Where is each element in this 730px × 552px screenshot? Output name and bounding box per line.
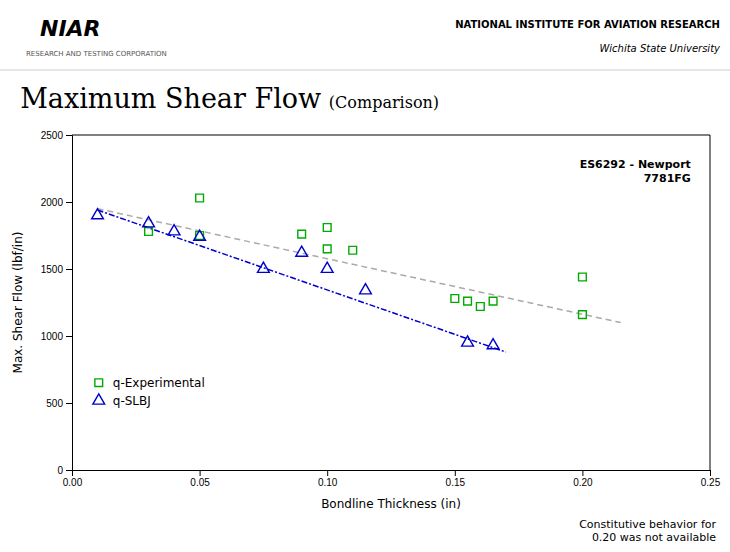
annotation-line: RESEARCH AND TESTING CORPORATION: [26, 50, 167, 58]
x-axis-title: Bondline Thickness (in): [321, 497, 461, 511]
point: [451, 295, 459, 303]
annotation-line: Constitutive behavior for: [579, 518, 716, 531]
tick-mark: [66, 403, 72, 404]
annotation: ES6292 - Newport7781FG: [580, 158, 691, 184]
point: [323, 224, 331, 232]
legend-item: q-Experimental: [95, 376, 205, 390]
legend-symbol: [93, 394, 105, 404]
tick-mark: [200, 470, 201, 476]
tick-label: 0.15: [446, 477, 466, 488]
tick-mark: [327, 470, 328, 476]
tick-mark: [66, 202, 72, 203]
tick: 0.20: [573, 470, 593, 488]
tick-mark: [455, 470, 456, 476]
tick-mark: [66, 470, 72, 471]
tick-label: 0: [57, 465, 63, 476]
point: [143, 217, 155, 227]
point: [168, 225, 180, 235]
tick-label: 1500: [41, 264, 64, 275]
subtitle: (Comparison): [329, 93, 439, 112]
tick: 2500: [41, 130, 72, 141]
tick: 0.25: [701, 470, 721, 488]
y-axis-title: Max. Shear Flow (lbf/in): [11, 232, 25, 374]
title: Maximum Shear Flow: [20, 83, 321, 114]
legend-item: q-SLBJ: [93, 394, 151, 408]
axis-line: [66, 136, 73, 471]
annotation: NIAR: [40, 16, 101, 41]
title-group: Maximum Shear Flow (Comparison): [20, 83, 439, 114]
legend: q-Experimental q-SLBJ: [93, 376, 205, 408]
point: [194, 230, 206, 240]
trend-line: [98, 209, 621, 323]
point: [298, 230, 306, 238]
frame-line: [710, 135, 711, 470]
point: [349, 246, 357, 254]
point: [323, 245, 331, 253]
tick-mark: [582, 470, 583, 476]
tick-label: 0.10: [318, 477, 338, 488]
tick: 1000: [41, 331, 72, 342]
tick-label: 0.05: [190, 477, 210, 488]
tick: 2000: [41, 197, 72, 208]
point: [321, 262, 333, 272]
tick-mark: [66, 336, 72, 337]
annotation-line: 7781FG: [644, 172, 691, 185]
trend-line: [98, 210, 506, 352]
tick: 0: [57, 465, 72, 476]
point: [145, 228, 153, 236]
legend-symbol: [95, 379, 103, 387]
annotation-line: ES6292 - Newport: [580, 158, 691, 171]
tick: 1500: [41, 264, 72, 275]
point: [258, 262, 270, 272]
legend-label: q-Experimental: [113, 376, 205, 390]
y-axis: 0 500 1000 1500 2000 2500: [41, 130, 73, 476]
header: NIAR RESEARCH AND TESTING CORPORATION NATI…: [0, 16, 730, 70]
axis-line: [73, 471, 711, 477]
annotation-line: NATIONAL INSTITUTE FOR AVIATION RESEARCH: [455, 19, 720, 30]
tick: 0.00: [63, 470, 83, 488]
point: [489, 297, 497, 305]
annotation-line: NIAR: [40, 16, 101, 41]
tick-label: 2000: [41, 197, 64, 208]
annotation: RESEARCH AND TESTING CORPORATION: [26, 50, 167, 58]
annotation-line: 0.20 was not available: [592, 531, 716, 544]
frame-line: [72, 135, 710, 136]
legend-label: q-SLBJ: [113, 394, 151, 408]
point: [487, 339, 499, 349]
annotation: Wichita State University: [599, 43, 721, 54]
annotation: Constitutive behavior for0.20 was not av…: [579, 518, 716, 544]
point: [196, 194, 204, 202]
point: [462, 336, 474, 346]
point: [296, 246, 308, 256]
annotation-line: Wichita State University: [599, 43, 721, 54]
annotation: NATIONAL INSTITUTE FOR AVIATION RESEARCH: [455, 19, 720, 30]
tick-label: 2500: [41, 130, 64, 141]
point: [92, 209, 104, 219]
tick: 0.10: [318, 470, 338, 488]
tick-mark: [710, 470, 711, 476]
tick-label: 0.20: [573, 477, 593, 488]
tick-mark: [66, 269, 72, 270]
tick: 500: [46, 398, 72, 409]
plot: 0.00 0.05 0.10 0.15 0.20 0.25 0 500 1000 1500 2000…: [41, 130, 721, 488]
marks: [92, 194, 621, 352]
tick-label: 0.00: [63, 477, 83, 488]
chart: NIAR RESEARCH AND TESTING CORPORATION NATI…: [0, 0, 730, 552]
point: [579, 273, 587, 281]
tick: 0.15: [446, 470, 466, 488]
header-rule: [0, 70, 730, 71]
point: [476, 303, 484, 311]
point: [360, 284, 372, 294]
tick-label: 1000: [41, 331, 64, 342]
tick-label: 0.25: [701, 477, 721, 488]
point: [464, 297, 472, 305]
tick: 0.05: [190, 470, 210, 488]
tick-mark: [66, 135, 72, 136]
tick-label: 500: [46, 398, 63, 409]
point: [579, 311, 587, 319]
x-axis: 0.00 0.05 0.10 0.15 0.20 0.25: [63, 470, 721, 488]
